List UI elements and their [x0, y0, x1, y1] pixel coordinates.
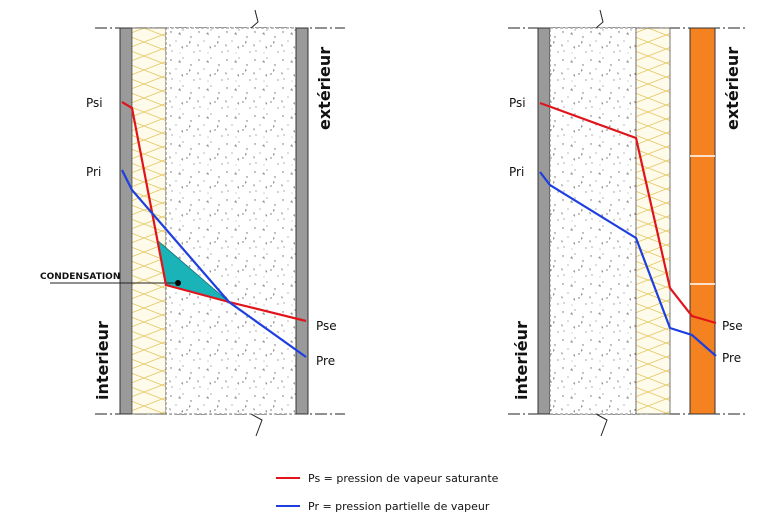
- left-saturated-pressure-curve: [121, 101, 307, 323]
- left-psi-label: Psi: [86, 96, 103, 110]
- right-pse-label: Pse: [722, 319, 743, 333]
- condensation-label: CONDENSATION: [40, 272, 120, 282]
- cladding-panel-2: [689, 155, 716, 285]
- right-interior-label: interiéur: [512, 321, 531, 400]
- right-exterior-label: extérieur: [723, 47, 742, 130]
- legend-saturated-label: Ps = pression de vapeur saturante: [308, 472, 499, 485]
- cladding-panel-1: [689, 27, 716, 157]
- left-pse-label: Pse: [316, 319, 337, 333]
- legend: Ps = pression de vapeur saturante Pr = p…: [276, 472, 499, 513]
- left-interior-label: interieur: [93, 321, 112, 400]
- right-wall-diagram: Psi Pri Pse Pre interiéur extérieur: [508, 9, 745, 437]
- right-pri-label: Pri: [509, 165, 524, 179]
- left-insulation-layer: [131, 27, 167, 415]
- right-psi-label: Psi: [509, 96, 526, 110]
- left-partial-pressure-curve: [121, 169, 307, 358]
- left-wall-diagram: Psi Pri Pse Pre CONDENSATION interieur e…: [40, 9, 345, 437]
- left-pri-label: Pri: [86, 165, 101, 179]
- left-interior-plaster-layer: [119, 27, 133, 415]
- condensation-point: [175, 280, 181, 286]
- right-concrete-layer: [549, 27, 637, 415]
- legend-partial-label: Pr = pression partielle de vapeur: [308, 500, 490, 513]
- left-exterior-render-layer: [295, 27, 309, 415]
- right-pre-label: Pre: [722, 351, 741, 365]
- cladding-panel-3: [689, 283, 716, 415]
- left-exterior-label: extérieur: [315, 47, 334, 130]
- right-saturated-pressure-curve: [539, 101, 717, 325]
- right-partial-pressure-curve: [539, 171, 717, 357]
- left-pre-label: Pre: [316, 354, 335, 368]
- right-insulation-layer: [635, 27, 671, 415]
- left-concrete-layer: [165, 27, 297, 415]
- right-interior-plaster-layer: [537, 27, 551, 415]
